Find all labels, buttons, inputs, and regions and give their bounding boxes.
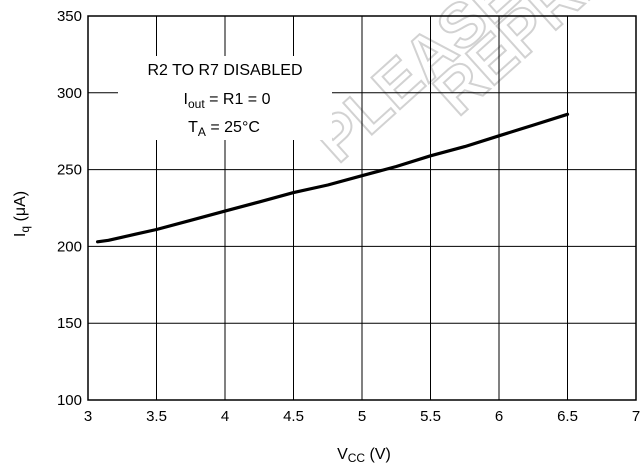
iout-rest: = R1 = 0 <box>205 91 271 108</box>
x-axis-label-unit: (V) <box>365 446 391 463</box>
x-tick-label: 6.5 <box>557 408 578 425</box>
y-tick-labels: 100 150 200 250 300 350 <box>57 8 82 409</box>
ta-sub: A <box>198 125 206 139</box>
y-tick-label: 150 <box>57 315 82 332</box>
annotation-line-2: Iout = R1 = 0 <box>184 91 271 111</box>
x-tick-label: 5 <box>358 408 366 425</box>
iout-sub: out <box>188 97 205 111</box>
x-tick-label: 4.5 <box>283 408 304 425</box>
x-tick-label: 7 <box>632 408 640 425</box>
annotation-line-3: TA = 25°C <box>188 119 260 139</box>
y-axis-label-unit: (μA) <box>12 191 29 226</box>
iout-main: I <box>184 91 188 108</box>
y-axis-label-sub: q <box>18 226 32 233</box>
y-axis-label: Iq (μA) <box>12 191 32 237</box>
y-tick-label: 350 <box>57 8 82 25</box>
y-tick-label: 100 <box>57 392 82 409</box>
x-tick-label: 4 <box>221 408 229 425</box>
series-line-0 <box>95 112 570 244</box>
ta-main: T <box>188 119 198 136</box>
x-axis-label-sub: CC <box>348 451 366 465</box>
x-axis-label: VCC (V) <box>337 446 391 465</box>
grid <box>87 15 637 401</box>
plot-frame <box>87 15 637 401</box>
annotation-background <box>118 56 332 140</box>
y-tick-label: 200 <box>57 238 82 255</box>
y-axis-label-main: I <box>12 233 29 237</box>
x-axis-label-main: V <box>337 446 348 463</box>
annotation-line-1: R2 TO R7 DISABLED <box>147 62 302 79</box>
x-tick-label: 3 <box>84 408 92 425</box>
x-tick-label: 5.5 <box>420 408 441 425</box>
x-tick-labels: 3 3.5 4 4.5 5 5.5 6 6.5 7 <box>84 408 640 425</box>
series-layer <box>95 112 570 244</box>
y-tick-label: 300 <box>57 85 82 102</box>
ta-rest: = 25°C <box>206 119 260 136</box>
x-tick-label: 3.5 <box>146 408 167 425</box>
x-tick-label: 6 <box>495 408 503 425</box>
y-tick-label: 250 <box>57 162 82 179</box>
